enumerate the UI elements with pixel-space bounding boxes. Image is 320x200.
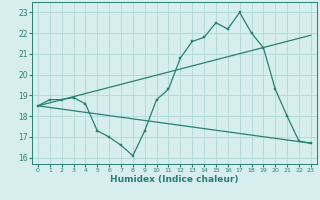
X-axis label: Humidex (Indice chaleur): Humidex (Indice chaleur) [110,175,239,184]
